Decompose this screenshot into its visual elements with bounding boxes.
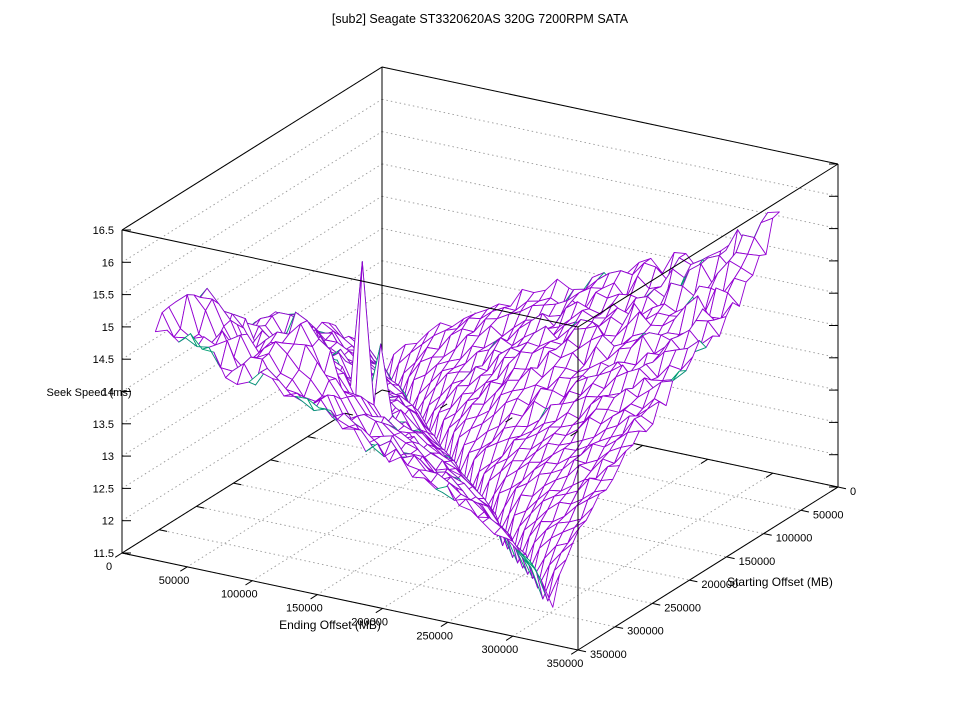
y-tick-label: 100000: [776, 533, 813, 545]
z-gridline-left-wall: [121, 131, 383, 295]
z-tick-label: 14: [102, 387, 114, 399]
x-tick: [245, 580, 253, 586]
box-edge-top-right-front: [577, 163, 839, 328]
y-tick-mirror: [158, 529, 168, 532]
y-tick-mirror: [344, 412, 354, 416]
y-tick-mirror: [307, 436, 316, 439]
x-tick-mirror: [830, 486, 839, 492]
y-tick-mirror: [121, 552, 131, 556]
mesh-cell: [540, 574, 560, 608]
x-tick-mirror: [635, 444, 643, 451]
x-tick-label: 50000: [159, 575, 190, 587]
x-axis-label: Ending Offset (MB): [279, 618, 381, 632]
box-edge-x-axis: [121, 552, 579, 651]
z-axis-label: Seek Speed (ms): [47, 387, 132, 399]
y-axis-label: Starting Offset (MB): [727, 575, 833, 589]
x-tick-mirror: [570, 431, 578, 437]
z-tick-label: 13: [102, 451, 114, 463]
y-tick-label: 150000: [739, 556, 776, 568]
y-tick: [689, 579, 698, 583]
y-tick-label: 300000: [627, 626, 664, 638]
y-tick-mirror: [381, 389, 391, 393]
x-gridline-floor: [186, 403, 448, 568]
x-gridline-floor: [512, 472, 774, 637]
z-gridline-right-wall: [381, 98, 839, 197]
surface-mesh: [154, 211, 780, 608]
z-tick-label: 16: [102, 257, 114, 269]
x-tick-mirror: [505, 417, 513, 423]
y-tick-label: 350000: [590, 649, 627, 661]
x-tick-label: 250000: [416, 630, 453, 642]
y-tick-label: 50000: [813, 509, 844, 521]
z-tick-label: 16.5: [93, 225, 114, 237]
z-gridline-left-wall: [121, 228, 383, 392]
z-tick-label: 13.5: [93, 419, 114, 431]
y-tick-label: 250000: [664, 602, 701, 614]
z-gridline-right-wall: [381, 131, 839, 230]
x-tick-mirror: [700, 458, 708, 465]
x-tick: [180, 566, 188, 572]
y-tick-label: 200000: [701, 579, 738, 591]
y-tick: [577, 649, 587, 653]
x-tick-label: 200000: [351, 616, 388, 628]
y-tick-mirror: [270, 459, 279, 463]
x-tick-label: 100000: [221, 589, 258, 601]
x-tick: [505, 635, 514, 641]
box-edge-top-right-back: [381, 66, 839, 165]
box-edge-top-left-back: [121, 66, 383, 231]
y-tick: [837, 486, 847, 490]
z-gridline-left-wall: [121, 325, 383, 489]
x-tick: [570, 649, 579, 655]
box-edge-y-axis: [577, 486, 839, 651]
axis-tick-labels: 11.5 12 12.5 13 13.5 14 14.5 15 15.5 16 16.5 0 50000…: [93, 225, 857, 670]
y-tick-mirror: [196, 505, 205, 509]
y-gridline-floor: [270, 459, 727, 558]
z-tick-label: 15.5: [93, 290, 114, 302]
x-tick-mirror: [374, 389, 383, 395]
z-tick-label: 11.5: [93, 548, 114, 560]
x-tick: [440, 621, 448, 628]
z-tick-label: 12.5: [93, 483, 114, 495]
z-gridline-left-wall: [121, 357, 383, 522]
box-edge-top-left-front: [121, 229, 579, 328]
y-tick: [652, 602, 661, 606]
x-tick-mirror: [765, 472, 774, 478]
y-gridline-floor: [233, 482, 690, 581]
y-tick: [763, 533, 772, 536]
x-tick-label: 350000: [547, 658, 584, 670]
front-box-edges: [121, 66, 839, 651]
x-tick-mirror: [440, 403, 448, 409]
axis-ticks: [114, 163, 847, 655]
x-tick-label: 0: [106, 561, 112, 573]
x-gridline-floor: [252, 417, 513, 582]
z-gridline-right-wall: [381, 228, 839, 326]
z-gridline-right-wall: [381, 260, 839, 359]
x-gridline-floor: [317, 431, 578, 595]
x-tick-label: 300000: [482, 644, 519, 656]
z-tick-label: 15: [102, 322, 114, 334]
x-tick: [375, 607, 383, 614]
z-tick-label: 14.5: [93, 354, 114, 366]
z-gridline-right-wall: [381, 195, 839, 294]
z-gridline-right-wall: [381, 292, 839, 391]
y-tick: [726, 556, 735, 560]
x-tick: [310, 594, 318, 600]
plot-title: [sub2] Seagate ST3320620AS 320G 7200RPM …: [332, 12, 629, 26]
z-gridline-left-wall: [121, 163, 383, 328]
z-gridline-left-wall: [121, 98, 383, 263]
z-gridline-right-wall: [381, 163, 839, 262]
y-tick-mirror: [233, 482, 242, 486]
y-gridline-floor: [159, 529, 616, 628]
y-tick: [614, 626, 624, 629]
y-tick: [800, 509, 810, 513]
y-gridline-floor: [196, 505, 653, 604]
z-tick-label: 12: [102, 516, 114, 528]
z-gridline-left-wall: [121, 195, 383, 360]
x-tick: [114, 552, 123, 558]
x-tick-label: 150000: [286, 603, 323, 615]
y-tick-label: 0: [850, 486, 856, 498]
